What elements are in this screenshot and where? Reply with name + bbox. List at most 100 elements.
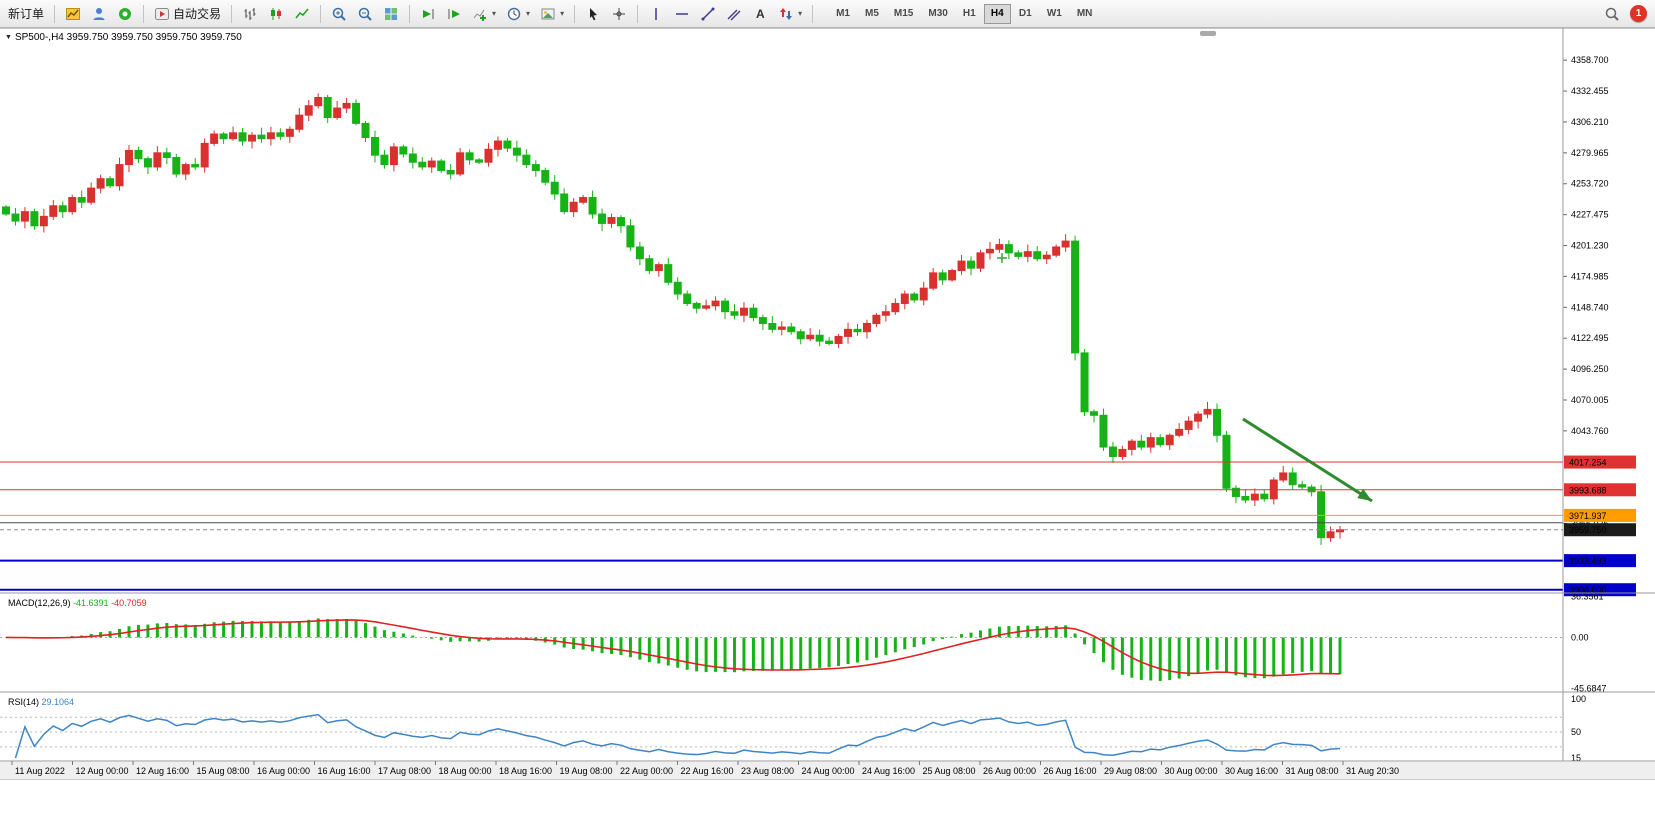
svg-text:4201.230: 4201.230: [1571, 241, 1609, 251]
price-badge[interactable]: [1564, 455, 1636, 469]
new-chart-icon: [66, 7, 81, 20]
svg-text:0.00: 0.00: [1571, 632, 1589, 642]
price-badge[interactable]: [1564, 523, 1636, 537]
arrows-tool-button[interactable]: ▾: [774, 3, 806, 25]
autotrading-button[interactable]: 自动交易: [150, 3, 225, 25]
arrowhead-icon: [1357, 488, 1372, 501]
tile-windows-icon: [385, 7, 398, 20]
status-icon: [119, 7, 132, 20]
svg-text:31 Aug 08:00: 31 Aug 08:00: [1286, 766, 1339, 776]
indicators-button[interactable]: ▾: [468, 3, 500, 25]
timeframe-button-H4[interactable]: H4: [983, 3, 1011, 24]
chart-shift-icon: [448, 8, 461, 19]
cross-marker[interactable]: [997, 253, 1007, 263]
svg-text:15 Aug 08:00: 15 Aug 08:00: [197, 766, 250, 776]
tile-windows-button[interactable]: [379, 3, 403, 25]
line-chart-button[interactable]: [290, 3, 314, 25]
market-status-button[interactable]: [113, 3, 137, 25]
svg-text:50: 50: [1571, 727, 1581, 737]
cursor-button[interactable]: [581, 3, 605, 25]
profile-button[interactable]: [87, 3, 111, 25]
rsi-panel: RSI(14) 29.1064: [0, 697, 1563, 759]
price-axis[interactable]: 4358.700 4332.455 4306.210 4279.965 4253.720…: [1563, 55, 1636, 763]
svg-text:22 Aug 00:00: 22 Aug 00:00: [620, 766, 673, 776]
vertical-line-icon: [655, 7, 657, 20]
rsi-line: [14, 713, 1341, 759]
svg-text:3908.800: 3908.800: [1569, 585, 1607, 595]
search-icon: [1605, 7, 1619, 21]
svg-text:36.3561: 36.3561: [1571, 592, 1604, 602]
new-order-button[interactable]: 新订单: [4, 3, 48, 25]
svg-text:A: A: [756, 7, 765, 21]
toolbar-separator: [54, 4, 56, 23]
search-button[interactable]: [1600, 3, 1624, 25]
svg-text:4017.254: 4017.254: [1569, 458, 1607, 468]
timeframes-menu-button[interactable]: ▾: [502, 3, 534, 25]
price-badge[interactable]: [1564, 508, 1636, 522]
timeframe-button-M30[interactable]: M30: [921, 4, 954, 24]
channel-tool-button[interactable]: [722, 3, 746, 25]
toolbar-right-tools: 1: [1600, 3, 1651, 25]
trend-arrow-annotation[interactable]: [1242, 417, 1373, 503]
dropdown-caret-icon: ▾: [798, 9, 803, 18]
toolbar-separator: [320, 4, 322, 23]
svg-text:30 Aug 16:00: 30 Aug 16:00: [1225, 766, 1278, 776]
vertical-line-tool-button[interactable]: [644, 3, 668, 25]
clock-icon: [507, 7, 521, 20]
crosshair-button[interactable]: [607, 3, 631, 25]
timeframe-button-M5[interactable]: M5: [858, 4, 886, 24]
timeframe-button-H1[interactable]: H1: [956, 4, 983, 24]
notification-badge[interactable]: 1: [1630, 5, 1647, 22]
timeframe-button-W1[interactable]: W1: [1040, 4, 1069, 24]
crosshair-icon: [613, 7, 626, 20]
trendline-tool-button[interactable]: [696, 3, 720, 25]
main-toolbar: 新订单 自动交易 ▾: [0, 0, 1655, 28]
timeframe-button-D1[interactable]: D1: [1012, 4, 1039, 24]
templates-button[interactable]: ▾: [536, 3, 568, 25]
chart-shift-button[interactable]: [442, 3, 466, 25]
toolbar-separator: [812, 4, 814, 23]
svg-text:12 Aug 16:00: 12 Aug 16:00: [136, 766, 189, 776]
chart-canvas[interactable]: 4358.700 4332.455 4306.210 4279.965 4253.720…: [0, 28, 1655, 780]
channel-icon: [727, 9, 741, 20]
profile-icon: [93, 7, 105, 20]
text-tool-button[interactable]: A: [748, 3, 772, 25]
svg-text:24 Aug 16:00: 24 Aug 16:00: [862, 766, 915, 776]
candlestick-icon: [271, 7, 282, 20]
svg-text:22 Aug 16:00: 22 Aug 16:00: [681, 766, 734, 776]
zoom-in-button[interactable]: [327, 3, 351, 25]
timeframe-button-MN[interactable]: MN: [1070, 4, 1100, 24]
svg-text:3993.688: 3993.688: [1569, 485, 1607, 495]
svg-text:4043.760: 4043.760: [1571, 426, 1609, 436]
toolbar-separator: [143, 4, 145, 23]
svg-text:17 Aug 08:00: 17 Aug 08:00: [378, 766, 431, 776]
timeframe-button-M15[interactable]: M15: [887, 4, 920, 24]
svg-text:-45.6847: -45.6847: [1571, 684, 1607, 694]
macd-label: MACD(12,26,9) -41.6391 -40.7059: [8, 598, 147, 608]
candlestick-chart-button[interactable]: [264, 3, 288, 25]
auto-scroll-button[interactable]: [416, 3, 440, 25]
indicators-icon: [473, 9, 487, 21]
horizontal-price-lines[interactable]: [0, 461, 1563, 591]
horizontal-line-tool-button[interactable]: [670, 3, 694, 25]
notification-count: 1: [1635, 8, 1642, 19]
time-axis[interactable]: 11 Aug 2022 12 Aug 00:00 12 Aug 16:00 15 Au…: [0, 761, 1655, 779]
zoom-out-icon: [358, 7, 372, 21]
zoom-out-button[interactable]: [353, 3, 377, 25]
price-badge[interactable]: [1564, 483, 1636, 497]
svg-text:4279.965: 4279.965: [1571, 148, 1609, 158]
chart-window: 4358.700 4332.455 4306.210 4279.965 4253.720…: [0, 28, 1655, 823]
rsi-label: RSI(14) 29.1064: [8, 697, 74, 707]
toolbar-separator: [231, 4, 233, 23]
new-chart-button[interactable]: [61, 3, 85, 25]
svg-text:30 Aug 00:00: 30 Aug 00:00: [1165, 766, 1218, 776]
svg-text:4306.210: 4306.210: [1571, 117, 1609, 127]
svg-text:25 Aug 08:00: 25 Aug 08:00: [923, 766, 976, 776]
chart-scrollbar[interactable]: [1200, 31, 1216, 36]
autotrading-icon: [155, 7, 170, 20]
candlestick-series: [2, 93, 1344, 545]
bar-chart-button[interactable]: [238, 3, 262, 25]
price-badge[interactable]: [1564, 554, 1636, 568]
timeframe-button-M1[interactable]: M1: [829, 4, 857, 24]
svg-text:24 Aug 00:00: 24 Aug 00:00: [802, 766, 855, 776]
